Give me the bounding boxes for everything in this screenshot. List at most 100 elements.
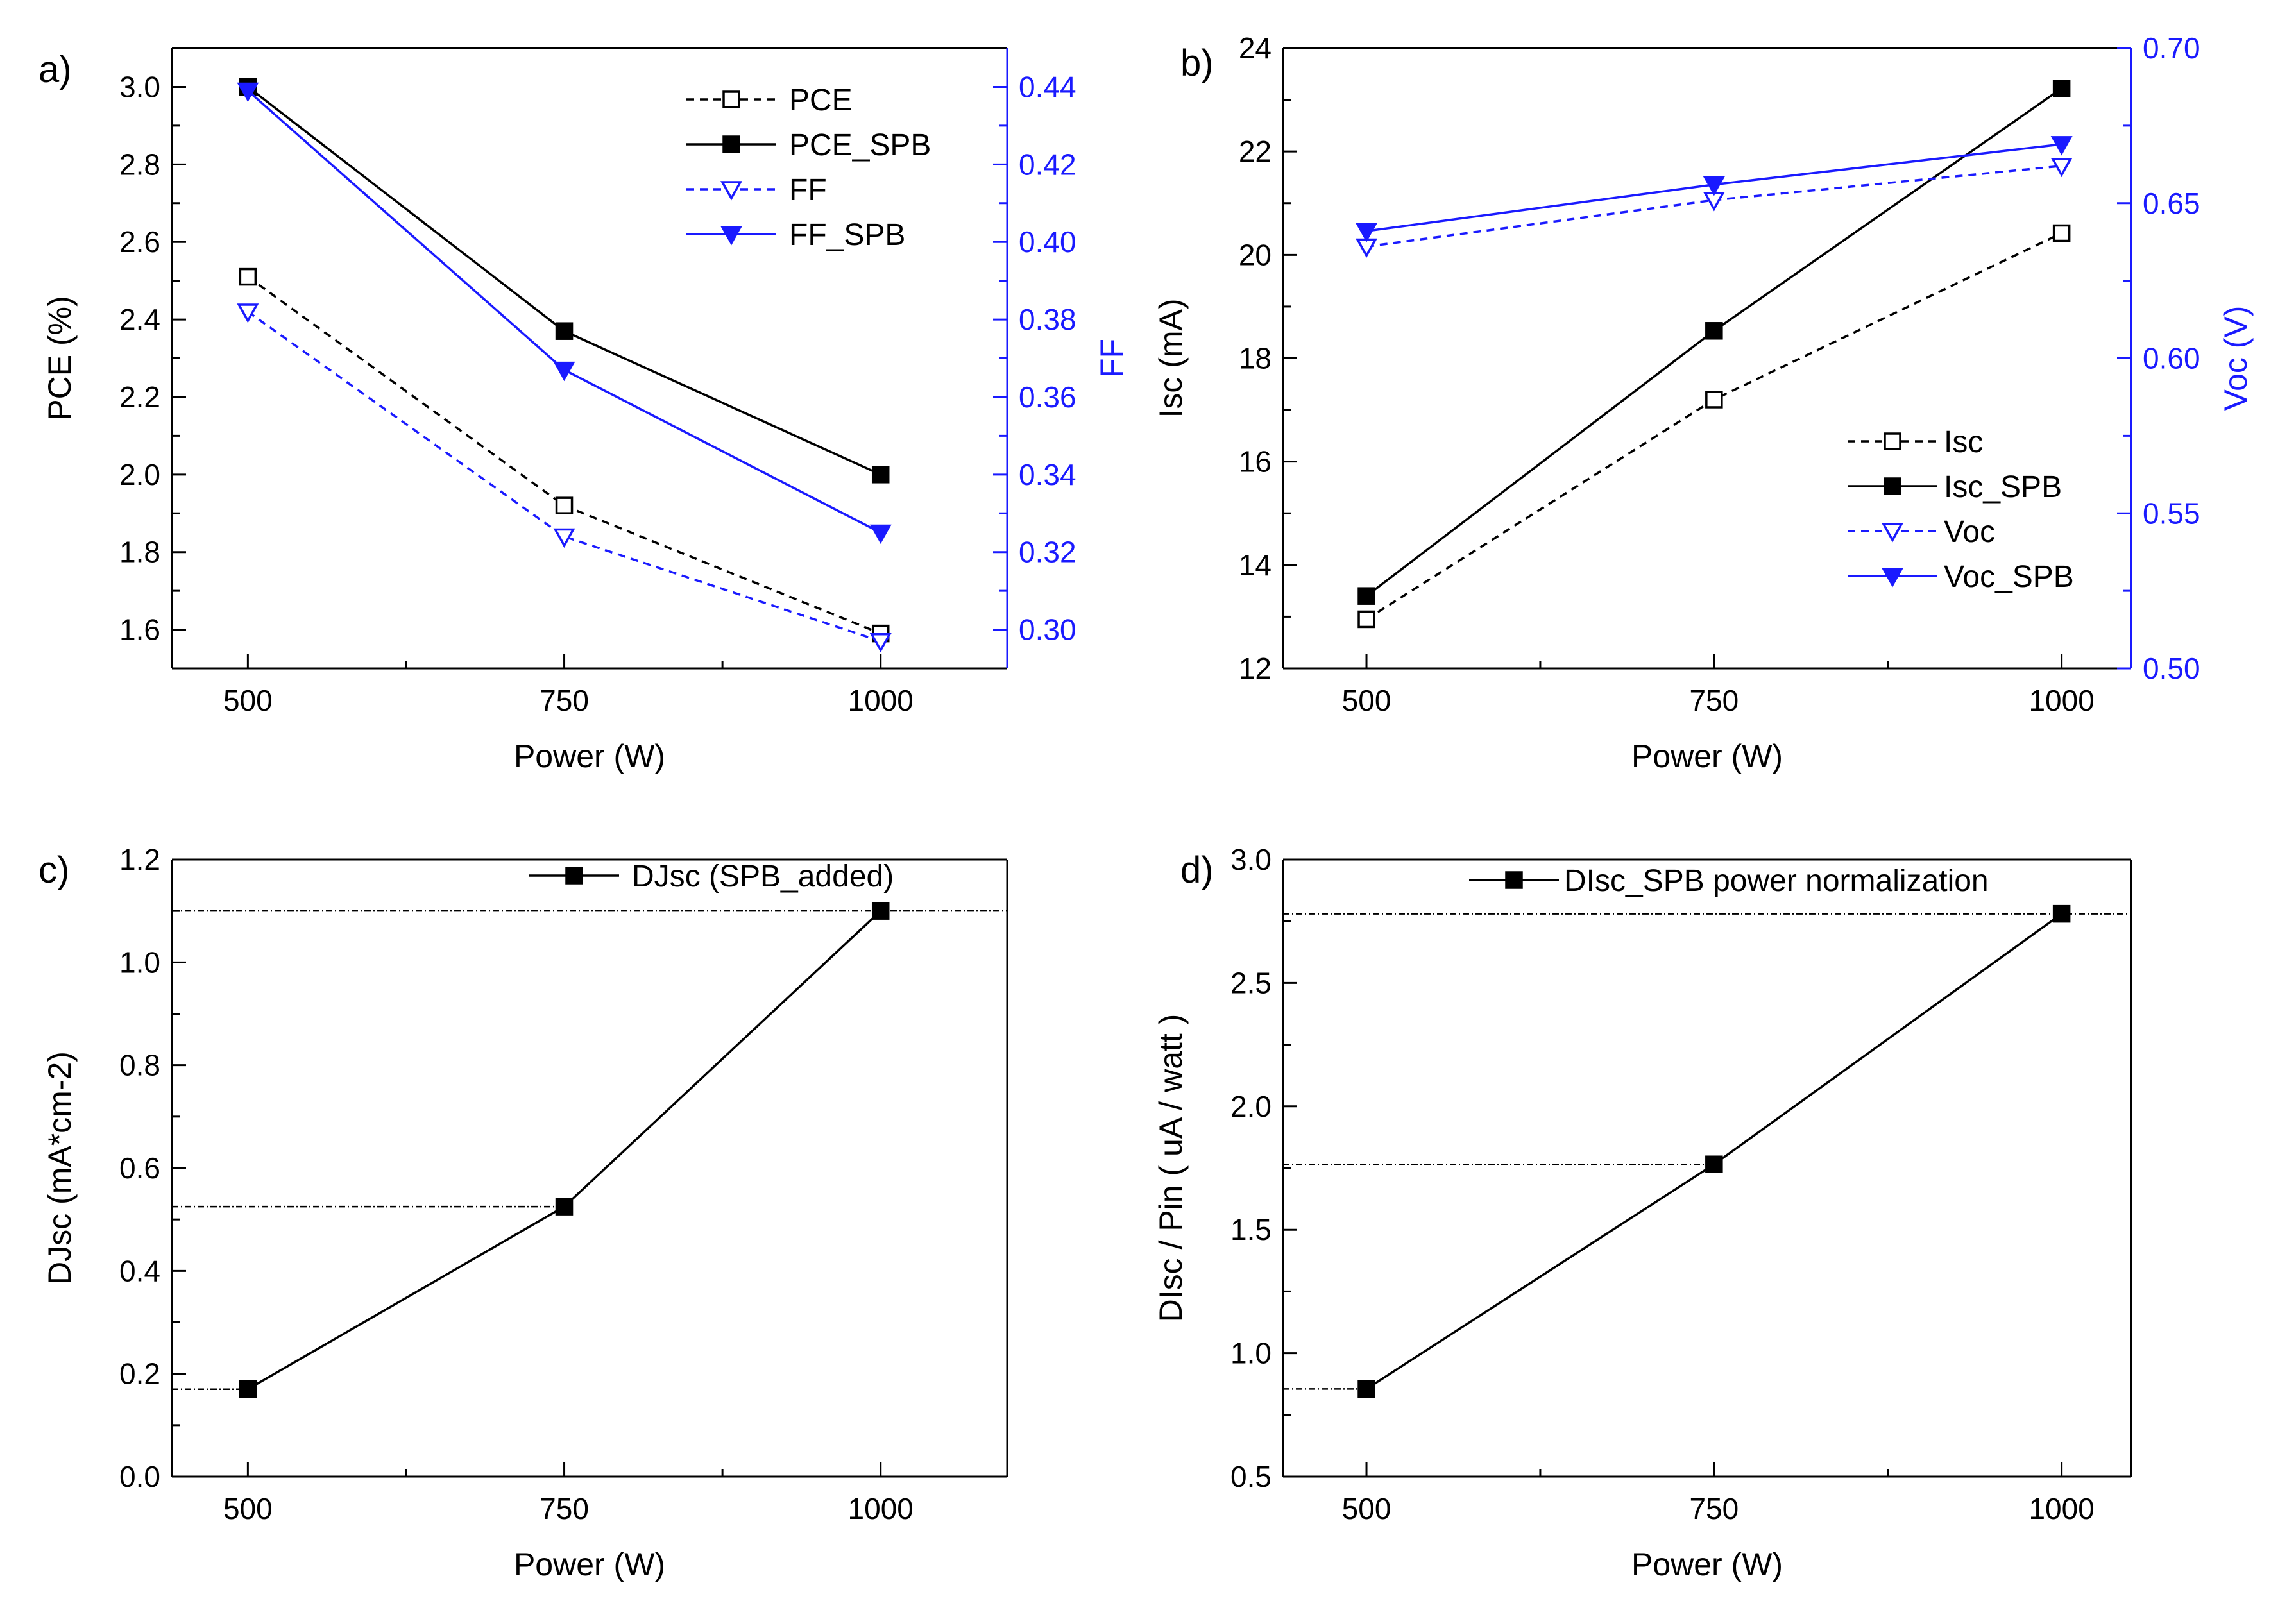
legend-label: Voc_SPB <box>1944 560 2074 594</box>
panel-label: b) <box>1180 42 1214 84</box>
y2-tick-label: 0.55 <box>2143 496 2200 530</box>
data-point <box>555 496 574 514</box>
data-point <box>239 267 257 286</box>
legend-marker <box>1884 432 1901 450</box>
legend-marker <box>1884 477 1901 495</box>
y2-tick-label: 0.60 <box>2143 342 2200 375</box>
panel-b-chart: b) 500 750 1000 12 14 16 18 20 22 24 0.50 0.55 0.60 0.… <box>1153 31 2254 774</box>
x-axis-title: Power (W) <box>1631 738 1783 774</box>
legend-label: FF <box>789 173 827 207</box>
data-point <box>553 528 575 548</box>
x-tick-label: 750 <box>1689 1492 1739 1525</box>
y2-tick-label: 0.42 <box>1019 148 1076 181</box>
y2-tick-label: 0.65 <box>2143 187 2200 220</box>
legend-label: Isc_SPB <box>1944 470 2062 504</box>
data-point <box>237 82 259 103</box>
panel-a-chart: a) 500 750 1000 1.6 1.8 2.0 2.2 2.4 2.6 2.8 3.0 0.30… <box>38 47 1130 774</box>
x-axis-title: Power (W) <box>514 738 665 774</box>
legend: PCE PCE_SPB FF FF_SPB <box>686 83 931 252</box>
x-tick-label: 750 <box>1689 684 1739 717</box>
data-point <box>2052 224 2071 242</box>
x-tick-label: 500 <box>223 684 273 717</box>
x-tick-label: 1000 <box>848 1492 914 1525</box>
legend-marker <box>565 867 583 885</box>
x-tick-label: 1000 <box>2028 1492 2094 1525</box>
legend-marker <box>1882 523 1903 543</box>
y-axis-title: PCE (%) <box>42 296 78 420</box>
data-point <box>1705 391 1723 409</box>
x-axis-title: Power (W) <box>1631 1546 1783 1582</box>
panel-label: c) <box>38 849 69 891</box>
series-line-djsc-spb-added- <box>247 910 881 1391</box>
data-point <box>1357 610 1375 629</box>
legend-label: DJsc (SPB_added) <box>632 860 894 894</box>
legend-marker <box>720 181 742 201</box>
y-tick-label: 1.0 <box>1230 1337 1271 1370</box>
y-tick-label: 16 <box>1239 445 1271 479</box>
y-tick-label: 0.8 <box>119 1049 160 1082</box>
y-tick-label: 1.0 <box>119 945 160 979</box>
y2-axis-title: Voc (V) <box>2218 306 2254 411</box>
data-point <box>555 1198 574 1216</box>
y-tick-label: 1.2 <box>119 843 160 876</box>
panel-d-chart: d) 500 750 1000 0.5 1.0 1.5 2.0 2.5 3.0 Power (W) D… <box>1153 843 2132 1582</box>
x-tick-label: 750 <box>540 1492 589 1525</box>
legend-marker <box>1882 568 1903 588</box>
y-tick-label: 3.0 <box>119 70 160 103</box>
y-tick-label: 2.4 <box>119 303 160 336</box>
data-point <box>239 1380 257 1398</box>
y-tick-label: 2.6 <box>119 225 160 258</box>
data-point <box>555 322 574 340</box>
y-axis-title: DIsc / Pin ( uA / watt ) <box>1153 1014 1189 1323</box>
y-tick-label: 1.6 <box>119 613 160 647</box>
legend-marker <box>1505 871 1523 889</box>
legend-label: Isc <box>1944 425 1983 459</box>
legend-label: DIsc_SPB power normalization <box>1564 864 1989 898</box>
data-point <box>1703 176 1725 196</box>
y2-tick-label: 0.34 <box>1019 458 1076 491</box>
y2-tick-label: 0.36 <box>1019 380 1076 414</box>
y-tick-label: 0.5 <box>1230 1460 1271 1493</box>
y-tick-label: 2.8 <box>119 148 160 181</box>
data-point <box>871 902 890 920</box>
legend: DIsc_SPB power normalization <box>1469 864 1989 898</box>
data-point <box>237 303 259 323</box>
data-point <box>1705 1155 1723 1173</box>
y-tick-label: 18 <box>1239 342 1271 375</box>
series-line-ff <box>247 310 881 643</box>
x-tick-label: 500 <box>1342 684 1391 717</box>
legend-label: FF_SPB <box>789 218 905 252</box>
x-tick-label: 750 <box>540 684 589 717</box>
data-point <box>1705 322 1723 340</box>
x-tick-label: 1000 <box>2028 684 2094 717</box>
data-point <box>1357 1380 1375 1398</box>
y2-axis-title: FF <box>1094 339 1130 378</box>
y-tick-label: 14 <box>1239 548 1271 582</box>
legend-label: Voc <box>1944 515 1995 549</box>
y-tick-label: 0.2 <box>119 1357 160 1391</box>
data-point <box>871 466 890 484</box>
y-tick-label: 0.4 <box>119 1254 160 1287</box>
series-line-disc-spb-power-normalization <box>1366 913 2062 1390</box>
x-axis-title: Power (W) <box>514 1546 665 1582</box>
data-point <box>553 361 575 382</box>
data-point <box>2052 904 2071 923</box>
data-point <box>1357 587 1375 605</box>
y2-tick-label: 0.30 <box>1019 613 1076 647</box>
y2-tick-label: 0.70 <box>2143 31 2200 65</box>
y2-tick-label: 0.44 <box>1019 70 1076 103</box>
legend-label: PCE_SPB <box>789 128 931 162</box>
legend-marker <box>722 135 740 153</box>
data-point <box>1356 223 1378 242</box>
panel-label: d) <box>1180 849 1214 891</box>
x-tick-label: 500 <box>223 1492 273 1525</box>
y-tick-label: 1.5 <box>1230 1213 1271 1246</box>
data-point <box>869 632 892 653</box>
y-tick-label: 2.2 <box>119 380 160 414</box>
data-point <box>869 524 892 545</box>
legend-marker <box>720 226 742 246</box>
x-tick-label: 500 <box>1342 1492 1391 1525</box>
legend-label: PCE <box>789 83 853 117</box>
y-tick-label: 24 <box>1239 31 1271 65</box>
